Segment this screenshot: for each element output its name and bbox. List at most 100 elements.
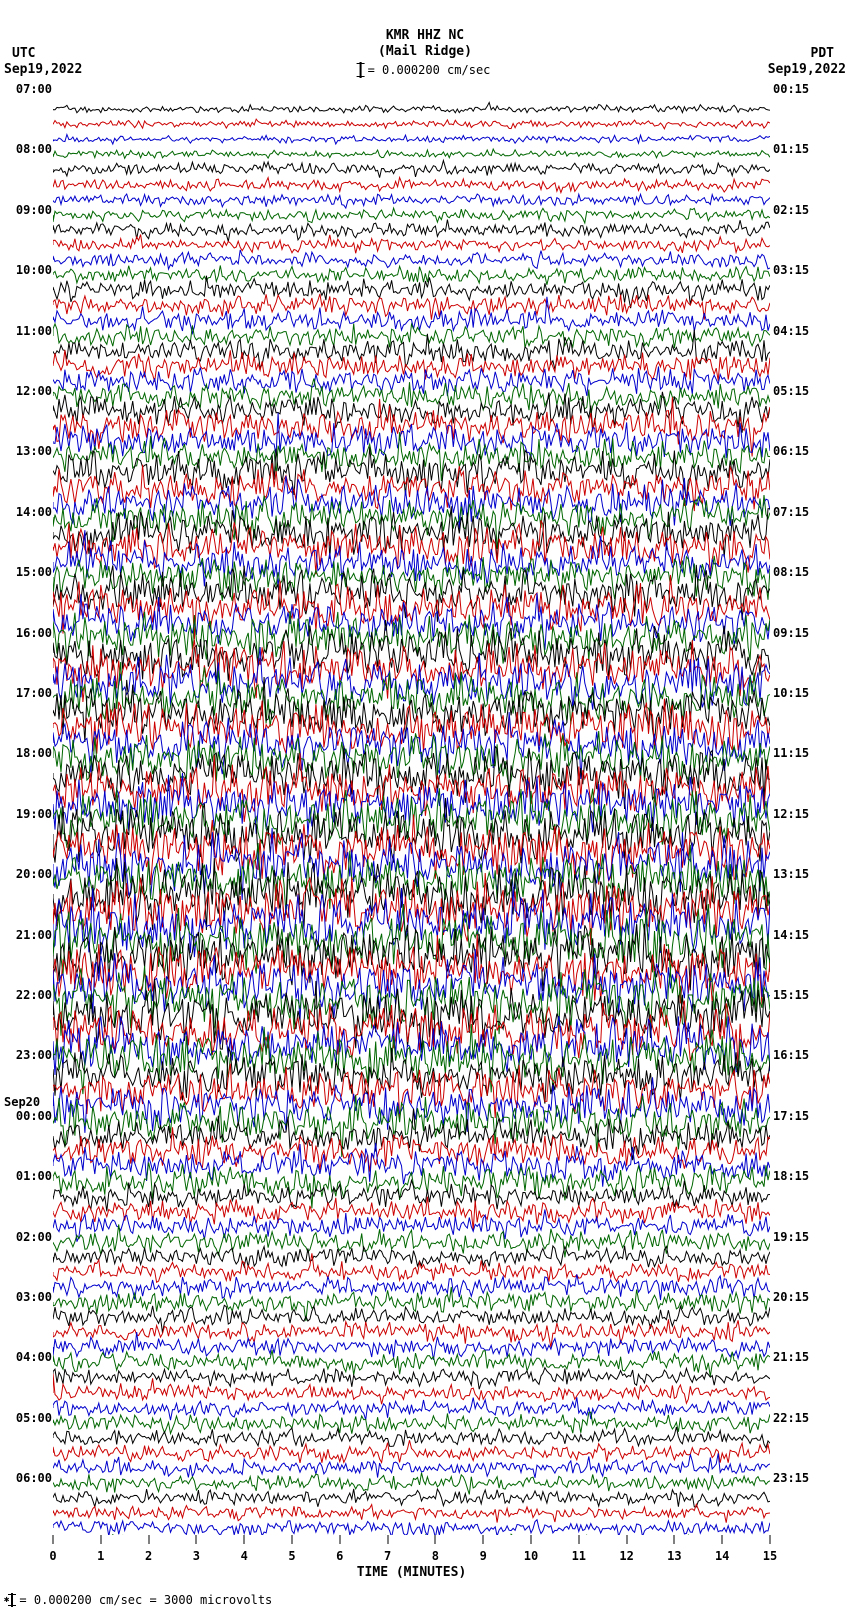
pdt-time-label: 14:15 <box>773 928 823 942</box>
x-tick-mark <box>531 1535 532 1544</box>
seismic-trace <box>53 1508 770 1536</box>
seismogram-container: KMR HHZ NC (Mail Ridge) = 0.000200 cm/se… <box>0 0 850 1613</box>
utc-time-label: 09:00 <box>2 203 52 217</box>
x-tick-mark <box>578 1535 579 1544</box>
station-code: KMR HHZ NC <box>386 28 464 43</box>
footer-text: = 0.000200 cm/sec = 3000 microvolts <box>19 1593 272 1607</box>
pdt-time-label: 08:15 <box>773 565 823 579</box>
x-tick-label: 0 <box>49 1549 56 1563</box>
pdt-time-label: 02:15 <box>773 203 823 217</box>
x-tick-label: 13 <box>667 1549 681 1563</box>
pdt-time-label: 21:15 <box>773 1350 823 1364</box>
utc-time-label: 17:00 <box>2 686 52 700</box>
utc-time-label: 18:00 <box>2 746 52 760</box>
pdt-time-label: 18:15 <box>773 1169 823 1183</box>
day-separator-label: Sep20 <box>4 1095 40 1109</box>
x-tick-mark <box>626 1535 627 1544</box>
pdt-time-label: 13:15 <box>773 867 823 881</box>
utc-time-label: 10:00 <box>2 263 52 277</box>
x-tick-label: 6 <box>336 1549 343 1563</box>
pdt-time-label: 20:15 <box>773 1290 823 1304</box>
utc-time-label: 19:00 <box>2 807 52 821</box>
scale-label: = 0.000200 cm/sec <box>368 63 491 77</box>
utc-time-label: 14:00 <box>2 505 52 519</box>
footer-note: ✱ = 0.000200 cm/sec = 3000 microvolts <box>4 1593 272 1607</box>
x-axis-title: TIME (MINUTES) <box>357 1565 467 1580</box>
utc-time-label: 16:00 <box>2 626 52 640</box>
x-tick-label: 12 <box>619 1549 633 1563</box>
x-tick-mark <box>387 1535 388 1544</box>
utc-time-label: 15:00 <box>2 565 52 579</box>
pdt-time-label: 09:15 <box>773 626 823 640</box>
utc-time-label: 03:00 <box>2 1290 52 1304</box>
x-tick-mark <box>196 1535 197 1544</box>
pdt-time-label: 06:15 <box>773 444 823 458</box>
utc-time-label: 02:00 <box>2 1230 52 1244</box>
scale-bar-icon <box>360 62 362 78</box>
utc-time-label: 01:00 <box>2 1169 52 1183</box>
pdt-time-label: 23:15 <box>773 1471 823 1485</box>
utc-time-label: 04:00 <box>2 1350 52 1364</box>
pdt-time-label: 00:15 <box>773 82 823 96</box>
x-tick-mark <box>100 1535 101 1544</box>
scale-indicator: = 0.000200 cm/sec <box>360 62 491 78</box>
utc-time-label: 21:00 <box>2 928 52 942</box>
x-tick-label: 9 <box>480 1549 487 1563</box>
utc-time-label: 23:00 <box>2 1048 52 1062</box>
pdt-time-label: 01:15 <box>773 142 823 156</box>
utc-time-label: 11:00 <box>2 324 52 338</box>
utc-time-label: 12:00 <box>2 384 52 398</box>
x-tick-mark <box>435 1535 436 1544</box>
utc-time-label: 07:00 <box>2 82 52 96</box>
footer-star-icon: ✱ <box>4 1595 9 1605</box>
pdt-time-label: 11:15 <box>773 746 823 760</box>
utc-time-label: 05:00 <box>2 1411 52 1425</box>
tz-left: UTC <box>12 46 35 61</box>
x-tick-label: 8 <box>432 1549 439 1563</box>
x-tick-mark <box>244 1535 245 1544</box>
x-tick-label: 15 <box>763 1549 777 1563</box>
x-tick-label: 1 <box>97 1549 104 1563</box>
utc-time-label: 06:00 <box>2 1471 52 1485</box>
x-tick-mark <box>770 1535 771 1544</box>
utc-time-label: 22:00 <box>2 988 52 1002</box>
pdt-time-label: 03:15 <box>773 263 823 277</box>
x-tick-mark <box>292 1535 293 1544</box>
pdt-time-label: 17:15 <box>773 1109 823 1123</box>
x-tick-label: 11 <box>572 1549 586 1563</box>
utc-time-label: 20:00 <box>2 867 52 881</box>
pdt-time-label: 10:15 <box>773 686 823 700</box>
seismogram-plot <box>53 85 770 1535</box>
pdt-time-label: 15:15 <box>773 988 823 1002</box>
date-left: Sep19,2022 <box>4 62 82 77</box>
utc-time-label: 13:00 <box>2 444 52 458</box>
x-tick-label: 3 <box>193 1549 200 1563</box>
pdt-time-label: 22:15 <box>773 1411 823 1425</box>
x-tick-label: 5 <box>288 1549 295 1563</box>
pdt-time-label: 19:15 <box>773 1230 823 1244</box>
x-tick-mark <box>339 1535 340 1544</box>
pdt-time-label: 16:15 <box>773 1048 823 1062</box>
x-tick-mark <box>148 1535 149 1544</box>
tz-right: PDT <box>811 46 834 61</box>
x-tick-label: 14 <box>715 1549 729 1563</box>
pdt-time-label: 04:15 <box>773 324 823 338</box>
header: KMR HHZ NC (Mail Ridge) = 0.000200 cm/se… <box>0 0 850 85</box>
footer-scale-bar-icon <box>11 1593 13 1607</box>
x-axis: TIME (MINUTES) 0123456789101112131415 <box>53 1535 770 1585</box>
x-tick-mark <box>722 1535 723 1544</box>
pdt-time-label: 07:15 <box>773 505 823 519</box>
utc-time-label: 08:00 <box>2 142 52 156</box>
station-name: (Mail Ridge) <box>378 44 472 59</box>
pdt-time-label: 12:15 <box>773 807 823 821</box>
x-tick-mark <box>483 1535 484 1544</box>
x-tick-label: 7 <box>384 1549 391 1563</box>
x-tick-label: 2 <box>145 1549 152 1563</box>
x-tick-mark <box>53 1535 54 1544</box>
x-tick-mark <box>674 1535 675 1544</box>
date-right: Sep19,2022 <box>768 62 846 77</box>
pdt-time-label: 05:15 <box>773 384 823 398</box>
utc-time-label: 00:00 <box>2 1109 52 1123</box>
x-tick-label: 4 <box>241 1549 248 1563</box>
x-tick-label: 10 <box>524 1549 538 1563</box>
